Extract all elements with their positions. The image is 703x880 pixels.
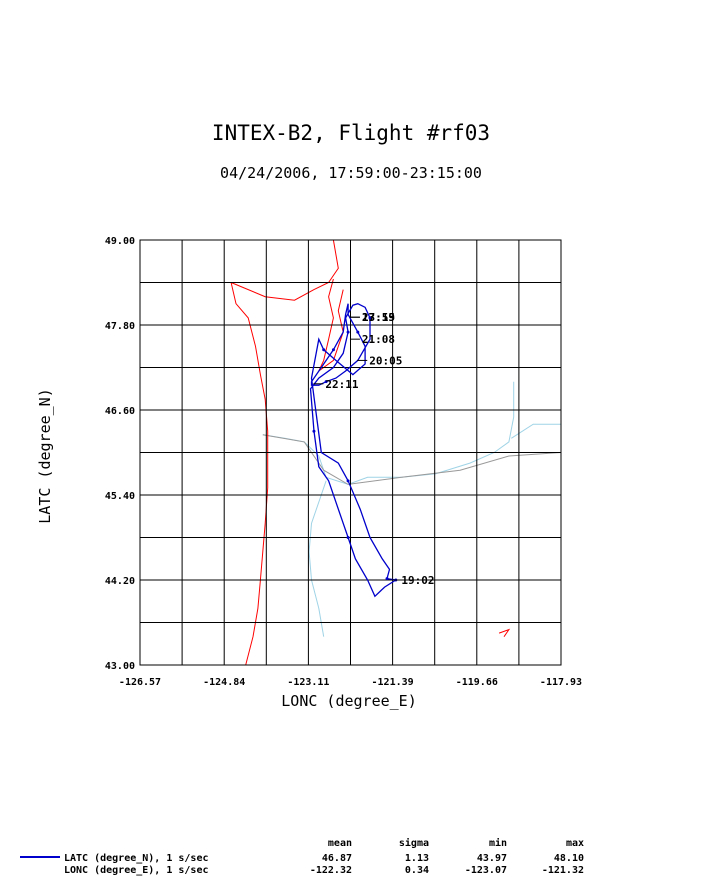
strait-shoreline: [230, 239, 339, 301]
y-tick-label: 44.20: [105, 576, 135, 587]
track-point: [346, 536, 350, 539]
time-label: 20:05: [369, 354, 402, 367]
y-tick-labels: 43.00 44.20 45.40 46.60 47.80 49.00: [105, 236, 135, 672]
time-label: 19:02: [401, 574, 434, 587]
chart-title: INTEX-B2, Flight #rf03: [212, 121, 490, 145]
river-willamette: [308, 480, 327, 637]
x-tick-labels: -126.57 -124.84 -123.11 -121.39 -119.66 -117.…: [119, 677, 582, 688]
stats-header: mean: [328, 838, 352, 849]
state-border: [262, 434, 562, 485]
stats-row-label: LATC (degree_N), 1 s/sec: [64, 853, 209, 864]
grid: [139, 239, 562, 666]
y-axis-title: LATC (degree_N): [36, 388, 54, 523]
track-point: [368, 316, 372, 320]
stats-value-max: 48.10: [554, 853, 584, 864]
x-axis-title: LONC (degree_E): [281, 692, 416, 710]
track-point: [312, 429, 316, 433]
flight-track-line: [309, 303, 397, 598]
time-label: 23:15: [362, 311, 395, 324]
x-tick-label: -117.93: [540, 677, 582, 688]
lake-shoreline: [498, 628, 511, 637]
stats-value-min: 43.97: [477, 853, 507, 864]
track-point: [346, 479, 350, 483]
statistics-table: mean sigma min max LATC (degree_N), 1 s/sec 4…: [20, 837, 584, 876]
stats-value-mean: 46.87: [322, 853, 352, 864]
y-tick-label: 46.60: [105, 406, 135, 417]
track-point: [322, 348, 326, 352]
flight-track: [309, 303, 398, 598]
y-tick-label: 47.80: [105, 321, 135, 332]
track-point: [324, 380, 328, 384]
x-tick-label: -119.66: [456, 677, 498, 688]
track-point: [331, 348, 335, 352]
y-tick-label: 45.40: [105, 491, 135, 502]
track-point: [385, 577, 389, 581]
river-columbia: [262, 381, 515, 485]
stats-row-label: LONC (degree_E), 1 s/sec: [64, 865, 209, 876]
y-tick-label: 49.00: [105, 236, 135, 247]
x-tick-label: -121.39: [372, 677, 414, 688]
time-label: 22:11: [325, 378, 358, 391]
stats-header: sigma: [399, 837, 429, 849]
stats-value-sigma: 0.34: [405, 865, 429, 876]
stats-value-mean: -122.32: [310, 865, 352, 876]
x-tick-label: -124.84: [203, 677, 245, 688]
stats-value-max: -121.32: [542, 865, 584, 876]
time-label: 21:08: [362, 333, 395, 346]
coastline: [230, 282, 269, 666]
time-label: 17:59: [362, 311, 395, 324]
stats-header: min: [489, 837, 507, 849]
plot-frame: [139, 239, 562, 666]
chart-subtitle: 04/24/2006, 17:59:00-23:15:00: [220, 164, 482, 182]
stats-header: max: [566, 838, 584, 849]
x-tick-label: -123.11: [287, 677, 329, 688]
x-tick-label: -126.57: [119, 677, 161, 688]
y-tick-label: 43.00: [105, 661, 135, 672]
stats-value-sigma: 1.13: [405, 853, 429, 864]
track-point: [356, 330, 360, 334]
map-background: [230, 239, 562, 666]
track-point: [346, 330, 350, 334]
stats-value-min: -123.07: [465, 865, 507, 876]
